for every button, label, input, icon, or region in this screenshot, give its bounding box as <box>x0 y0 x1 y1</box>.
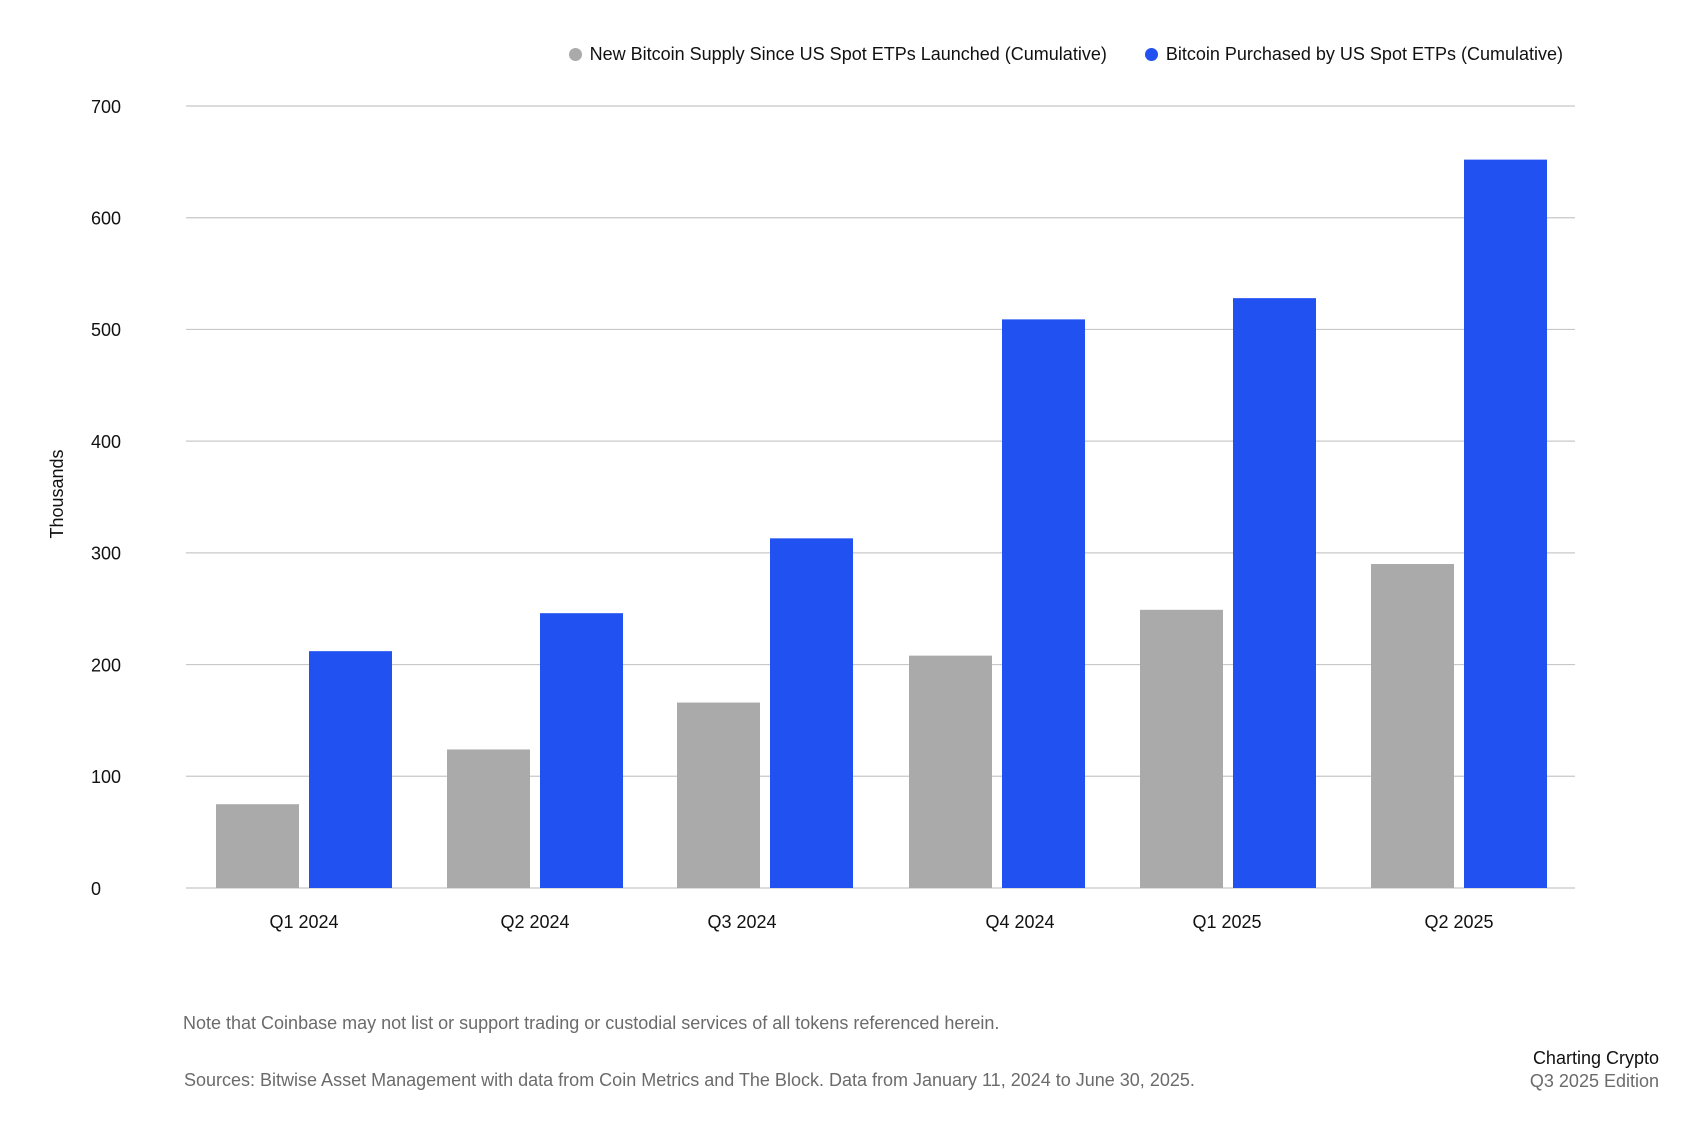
sources-note: Sources: Bitwise Asset Management with d… <box>184 1070 1195 1090</box>
y-tick-label: 0 <box>91 879 101 899</box>
legend-item-new-supply: New Bitcoin Supply Since US Spot ETPs La… <box>568 44 1107 65</box>
y-tick-label: 600 <box>91 208 121 228</box>
bar-etp-purchased-q4-2024 <box>1002 319 1085 889</box>
bar-etp-purchased-q2-2025 <box>1464 159 1547 888</box>
disclaimer-note: Note that Coinbase may not list or suppo… <box>183 1013 1000 1033</box>
y-tick-label: 300 <box>91 544 121 564</box>
bar-etp-purchased-q1-2025 <box>1233 298 1316 888</box>
x-axis-ticks: Q1 2024 Q2 2024 Q3 2024 Q4 2024 Q1 2025 Q2 20… <box>269 912 1493 932</box>
legend: New Bitcoin Supply Since US Spot ETPs La… <box>568 44 1563 65</box>
y-tick-label: 400 <box>91 432 121 452</box>
bar-new-supply-q2-2024 <box>447 749 530 888</box>
bars <box>216 159 1547 889</box>
y-tick-label: 200 <box>91 655 121 675</box>
x-tick-label: Q2 2024 <box>500 912 569 932</box>
y-tick-label: 500 <box>91 320 121 340</box>
x-tick-label: Q3 2024 <box>707 912 776 932</box>
bar-new-supply-q1-2024 <box>216 804 299 888</box>
legend-marker-etp-purchased <box>1144 48 1158 61</box>
bar-new-supply-q2-2025 <box>1371 564 1454 888</box>
bar-etp-purchased-q2-2024 <box>540 613 623 888</box>
bar-new-supply-q1-2025 <box>1140 609 1223 888</box>
x-tick-label: Q1 2025 <box>1192 912 1261 932</box>
y-axis-ticks: 0 100 200 300 400 500 600 700 <box>91 97 121 899</box>
legend-label-new-supply: New Bitcoin Supply Since US Spot ETPs La… <box>589 44 1107 64</box>
y-tick-label: 100 <box>91 767 121 787</box>
bar-etp-purchased-q1-2024 <box>309 651 392 888</box>
brand-edition: Q3 2025 Edition <box>1529 1071 1659 1091</box>
y-axis-label: Thousands <box>47 449 67 538</box>
brand-block: Charting Crypto Q3 2025 Edition <box>1530 1047 1659 1093</box>
legend-item-etp-purchased: Bitcoin Purchased by US Spot ETPs (Cumul… <box>1144 44 1563 65</box>
gridlines <box>186 105 1575 889</box>
x-tick-label: Q4 2024 <box>985 912 1054 932</box>
y-tick-label: 700 <box>91 97 121 117</box>
x-tick-label: Q1 2024 <box>269 912 338 932</box>
legend-label-etp-purchased: Bitcoin Purchased by US Spot ETPs (Cumul… <box>1165 44 1563 64</box>
x-tick-label: Q2 2025 <box>1424 912 1493 932</box>
bar-etp-purchased-q3-2024 <box>770 538 853 888</box>
legend-marker-new-supply <box>568 48 582 61</box>
brand-title: Charting Crypto <box>1532 1048 1659 1068</box>
bar-new-supply-q4-2024 <box>909 655 992 888</box>
bar-new-supply-q3-2024 <box>677 702 760 888</box>
